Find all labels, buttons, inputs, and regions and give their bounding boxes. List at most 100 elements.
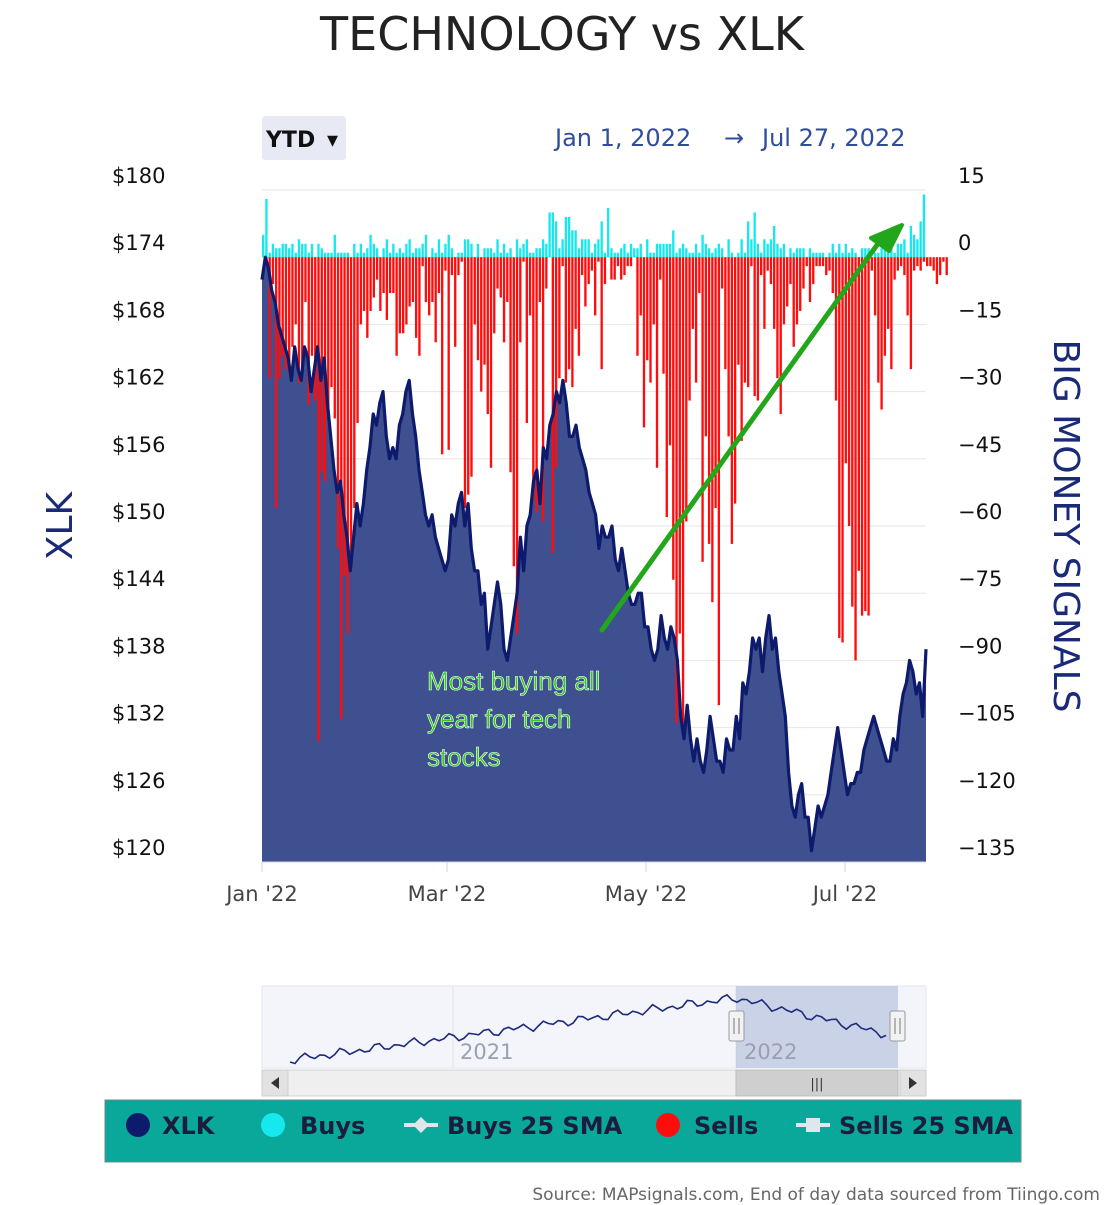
sell-bar <box>294 257 297 325</box>
buy-bar <box>333 234 336 258</box>
buy-bar <box>392 243 395 258</box>
buy-bar <box>561 239 564 258</box>
sell-bar <box>750 257 753 267</box>
sell-bar <box>831 257 834 294</box>
buy-bar <box>890 248 893 258</box>
buy-bar <box>633 248 636 258</box>
sell-bar <box>375 257 379 280</box>
buy-bar <box>577 248 581 258</box>
sell-bar <box>834 257 838 401</box>
sell-bar <box>642 257 646 428</box>
sell-bar <box>532 257 535 500</box>
sell-bar <box>873 257 877 316</box>
navigator-left-handle[interactable] <box>728 1010 745 1042</box>
buy-bar <box>760 252 763 258</box>
buy-bar <box>753 212 756 258</box>
sell-bar <box>727 257 730 437</box>
buy-bar <box>271 243 275 258</box>
legend-item-buys[interactable]: Buys <box>261 1112 365 1140</box>
legend-item-buys-sma[interactable]: Buys 25 SMA <box>404 1112 623 1140</box>
buy-bar <box>899 243 903 258</box>
left-axis-tick: $144 <box>112 567 165 591</box>
buy-bar <box>743 252 747 258</box>
sell-bar <box>411 257 415 302</box>
sell-bar <box>512 257 515 567</box>
sell-bar <box>760 257 763 276</box>
date-from-input[interactable]: Jan 1, 2022 <box>553 124 691 152</box>
navigator-selection[interactable] <box>736 986 898 1068</box>
buy-bar <box>818 252 821 258</box>
sell-bar <box>535 257 538 513</box>
buy-bar <box>385 239 389 258</box>
sell-bar <box>769 257 773 285</box>
sell-bar <box>808 257 812 302</box>
sell-bar <box>271 257 275 285</box>
sell-bar <box>847 257 851 526</box>
sell-bar <box>362 257 366 311</box>
buy-bar <box>424 234 428 258</box>
sell-bar <box>707 257 711 544</box>
scrollbar-thumb[interactable] <box>735 1069 899 1097</box>
sell-bar <box>483 257 486 365</box>
buy-bar <box>346 252 349 258</box>
buy-bar <box>441 252 444 258</box>
buy-bar <box>766 243 769 258</box>
buy-bar <box>737 252 740 258</box>
range-selector-button[interactable]: YTD ▾ <box>262 116 346 160</box>
sell-bar <box>815 257 818 267</box>
buy-bar <box>558 248 561 258</box>
buy-bar <box>262 234 265 258</box>
sell-bar <box>418 257 421 356</box>
sell-bar <box>685 257 688 522</box>
buy-bar <box>327 252 330 258</box>
sell-bar <box>564 257 568 383</box>
sell-bar <box>421 257 424 267</box>
buy-bar <box>460 252 463 258</box>
sell-bar <box>388 257 392 294</box>
buy-bar <box>284 243 288 258</box>
buy-bar <box>639 243 642 258</box>
sell-bar <box>681 257 685 728</box>
sell-bar <box>554 257 558 468</box>
legend-item-sells-sma[interactable]: Sells 25 SMA <box>796 1112 1014 1140</box>
buy-bar <box>275 248 278 258</box>
buy-bar <box>681 243 685 258</box>
sell-bar <box>942 257 945 262</box>
sell-bar <box>525 257 528 423</box>
navigator-right-handle[interactable] <box>889 1010 906 1042</box>
navigator[interactable]: 2021 2022 <box>261 985 927 1069</box>
scrollbar[interactable]: ||| <box>261 1069 927 1097</box>
sell-bar <box>662 257 665 374</box>
buy-bar <box>607 207 610 258</box>
buy-bar <box>411 252 415 258</box>
date-to-input[interactable]: Jul 27, 2022 <box>760 124 905 152</box>
sell-bar <box>502 257 506 343</box>
sell-bar <box>698 257 701 294</box>
sell-bar <box>714 257 717 509</box>
left-axis-tick: $150 <box>112 500 165 524</box>
sell-bar <box>655 257 659 468</box>
buy-bar <box>265 198 268 258</box>
buy-bar <box>532 252 535 258</box>
sell-bar <box>779 257 782 414</box>
buy-bar <box>847 252 851 258</box>
sell-bar <box>613 257 616 280</box>
buy-bar <box>574 230 577 258</box>
right-axis-ticks: 15 0 −15 −30 −45 −60 −75 −90 −105 −120 −135 <box>958 164 1016 860</box>
left-axis-tick: $120 <box>112 836 165 860</box>
buy-bar <box>694 243 698 258</box>
buy-bar <box>851 248 854 258</box>
legend-item-sells[interactable]: Sells <box>656 1112 758 1140</box>
buy-bar <box>463 239 467 258</box>
buy-bar <box>688 252 691 258</box>
buy-bar <box>597 239 600 258</box>
right-axis-tick: −75 <box>958 567 1002 591</box>
legend-item-xlk[interactable]: XLK <box>126 1112 216 1140</box>
sell-bar <box>519 257 522 343</box>
xlk-area-group <box>262 257 926 862</box>
xlk-line <box>260 255 928 853</box>
sells-legend-symbol <box>656 1113 680 1137</box>
buy-bar <box>812 252 815 258</box>
buy-bar <box>467 239 470 258</box>
sell-bar <box>349 257 353 571</box>
